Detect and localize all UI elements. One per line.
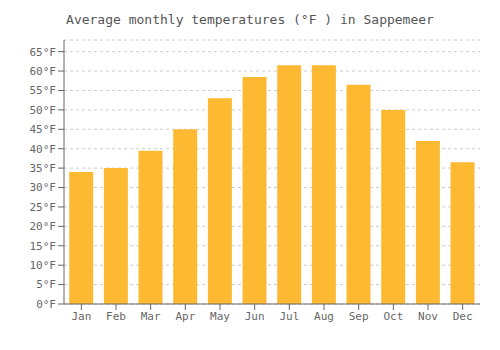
svg-text:May: May <box>210 310 230 323</box>
svg-text:Aug: Aug <box>314 310 334 323</box>
svg-text:60°F: 60°F <box>30 65 57 78</box>
svg-text:Apr: Apr <box>175 310 195 323</box>
svg-text:40°F: 40°F <box>30 143 57 156</box>
svg-text:25°F: 25°F <box>30 201 57 214</box>
html-text:Average monthly temperatures (: Average monthly temperatures (°F ) in Sa… <box>66 12 434 27</box>
svg-text:15°F: 15°F <box>30 240 57 253</box>
svg-text:Dec: Dec <box>453 310 473 323</box>
svg-text:Feb: Feb <box>106 310 126 323</box>
svg-text:Oct: Oct <box>383 310 403 323</box>
svg-text:Jan: Jan <box>71 310 91 323</box>
svg-text:50°F: 50°F <box>30 104 57 117</box>
svg-text:45°F: 45°F <box>30 123 57 136</box>
svg-text:55°F: 55°F <box>30 84 57 97</box>
svg-text:5°F: 5°F <box>36 278 56 291</box>
svg-text:20°F: 20°F <box>30 220 57 233</box>
svg-text:Jul: Jul <box>279 310 299 323</box>
svg-text:65°F: 65°F <box>30 46 57 59</box>
svg-text:Sep: Sep <box>349 310 369 323</box>
svg-text:Jun: Jun <box>245 310 265 323</box>
svg-text:Nov: Nov <box>418 310 438 323</box>
svg-text:Mar: Mar <box>141 310 161 323</box>
svg-text:35°F: 35°F <box>30 162 57 175</box>
svg-text:30°F: 30°F <box>30 181 57 194</box>
svg-text:0°F: 0°F <box>36 298 56 311</box>
svg-text:10°F: 10°F <box>30 259 57 272</box>
